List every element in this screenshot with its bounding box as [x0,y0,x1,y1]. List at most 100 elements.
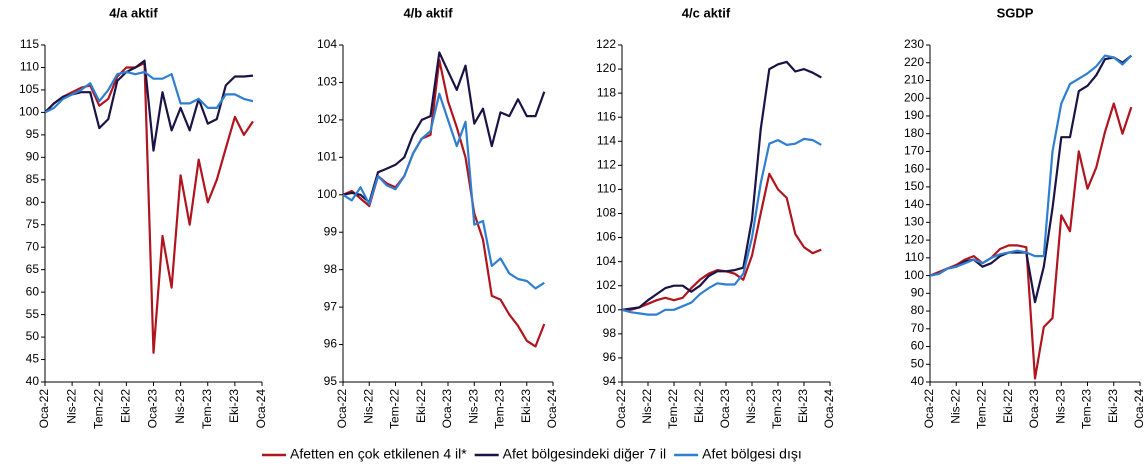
y-tick-label: 110 [20,60,39,74]
x-tick-label: Nis-22 [64,389,78,424]
series-line [621,137,822,316]
x-tick-label: Oca-24 [254,389,268,429]
y-tick-label: 85 [26,172,40,186]
y-tick-label: 70 [26,239,40,253]
y-tick-label: 90 [26,150,40,164]
y-tick-label: 150 [904,179,924,193]
series-line [929,102,1133,380]
y-tick-label: 104 [596,254,616,268]
y-tick-label: 65 [26,262,40,276]
y-tick-label: 104 [317,37,337,51]
y-tick-label: 97 [324,299,338,313]
x-tick-label: Tem-23 [770,389,784,429]
legend-label: Afetten en çok etkilenen 4 il* [290,446,467,462]
y-tick-label: 160 [904,161,924,175]
x-tick-label: Tem-22 [975,389,989,429]
series-line [44,70,254,114]
y-tick-label: 114 [597,133,616,147]
x-tick-label: Tem-22 [91,389,105,429]
x-tick-label: Eki-22 [414,389,428,423]
x-tick-label: Oca-23 [718,389,732,429]
x-tick-label: Eki-23 [1106,389,1120,423]
y-tick-label: 210 [904,73,924,87]
chart-title: 4/c aktif [682,5,731,20]
x-tick-label: Oca-22 [335,389,349,429]
y-tick-label: 115 [20,37,39,51]
y-tick-label: 101 [317,150,337,164]
x-tick-label: Oca-23 [146,389,160,429]
series-line [44,59,254,152]
x-tick-label: Nis-22 [948,389,962,424]
y-tick-label: 96 [603,350,617,364]
y-tick-label: 102 [317,112,337,126]
y-tick-label: 140 [904,197,924,211]
y-tick-label: 94 [603,374,617,388]
x-tick-label: Tem-23 [1080,389,1094,429]
y-tick-label: 180 [904,126,924,140]
chart-title: SGDP [997,5,1034,20]
x-tick-label: Tem-23 [493,389,507,429]
y-tick-label: 50 [26,329,40,343]
x-tick-label: Oca-24 [1132,389,1146,429]
y-tick-label: 130 [904,215,924,229]
x-tick-label: Oca-22 [922,389,936,429]
x-tick-label: Oca-23 [440,389,454,429]
x-tick-label: Eki-23 [796,389,810,423]
y-tick-label: 45 [26,352,40,366]
y-tick-label: 120 [904,232,924,246]
x-tick-label: Oca-22 [614,389,628,429]
y-tick-label: 40 [911,374,925,388]
x-tick-label: Tem-23 [200,389,214,429]
y-tick-label: 100 [19,105,39,119]
x-tick-label: Nis-22 [361,389,375,424]
legend-label: Afet bölgesindeki diğer 7 il [503,446,666,462]
y-tick-label: 50 [911,356,925,370]
y-tick-label: 90 [911,285,925,299]
y-tick-label: 60 [911,339,925,353]
x-tick-label: Eki-22 [119,389,133,423]
legend-label: Afet bölgesi dışı [702,446,802,462]
x-tick-label: Eki-22 [692,389,706,423]
y-tick-label: 95 [26,127,40,141]
y-tick-label: 230 [904,37,924,51]
x-tick-label: Oca-24 [822,389,836,429]
x-tick-label: Nis-23 [1053,389,1067,424]
y-tick-label: 190 [904,108,924,122]
y-tick-label: 40 [26,374,40,388]
y-tick-label: 200 [904,90,924,104]
x-tick-label: Nis-22 [640,389,654,424]
y-tick-label: 220 [904,55,924,69]
y-tick-label: 120 [596,61,616,75]
y-tick-label: 95 [324,374,338,388]
x-tick-label: Eki-22 [1001,389,1015,423]
y-tick-label: 118 [597,85,616,99]
y-tick-label: 110 [905,250,924,264]
y-tick-label: 60 [26,284,40,298]
x-tick-label: Oca-22 [37,389,51,429]
x-tick-label: Eki-23 [227,389,241,423]
series-line [342,58,546,348]
y-tick-label: 122 [596,37,616,51]
y-tick-label: 105 [19,82,39,96]
series-line [929,54,1132,304]
y-tick-label: 106 [596,230,616,244]
y-tick-label: 80 [911,303,925,317]
x-tick-label: Tem-22 [666,389,680,429]
y-tick-label: 100 [904,268,924,282]
y-tick-label: 70 [911,321,925,335]
x-tick-label: Nis-23 [173,389,187,424]
y-tick-label: 103 [317,75,337,89]
x-tick-label: Oca-24 [545,389,559,429]
y-tick-label: 110 [597,182,616,196]
y-tick-label: 75 [26,217,40,231]
y-tick-label: 55 [26,307,40,321]
series-line [622,172,822,311]
y-tick-label: 116 [597,109,616,123]
y-tick-label: 96 [324,337,338,351]
x-tick-label: Oca-23 [1027,389,1041,429]
y-tick-label: 102 [596,278,616,292]
series-line [342,51,546,204]
x-tick-label: Eki-23 [519,389,533,423]
y-tick-label: 112 [597,158,616,172]
